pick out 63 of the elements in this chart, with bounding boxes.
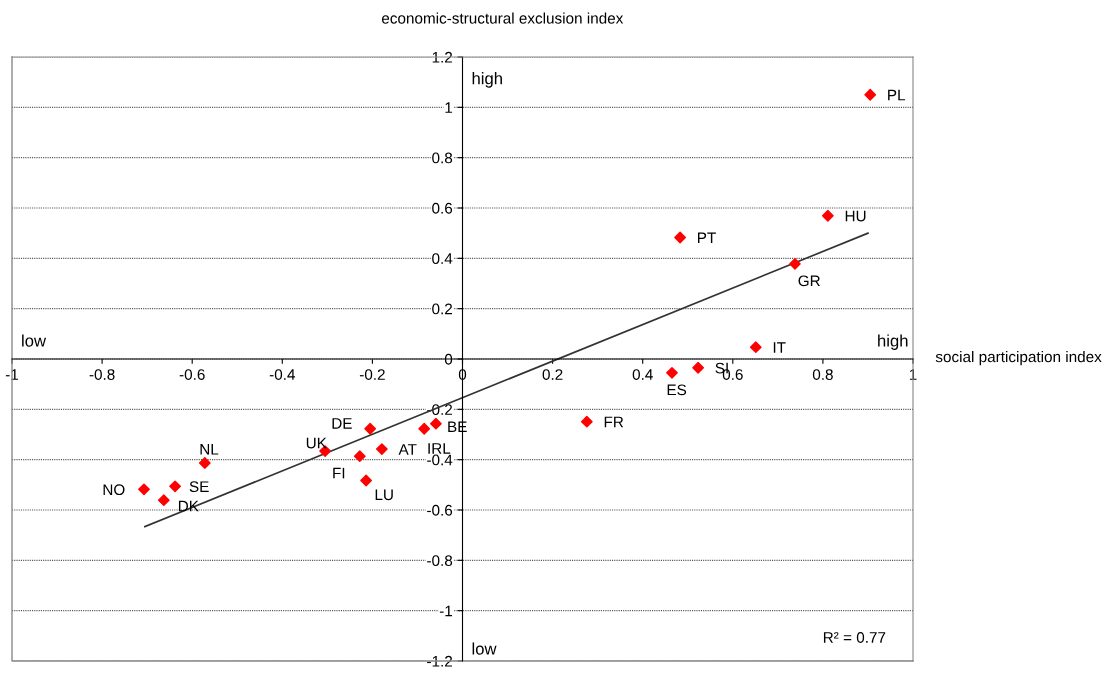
- annotation: PT: [698, 232, 716, 243]
- point: [360, 474, 372, 487]
- annotation: IRL: [428, 443, 451, 454]
- annotation: PL: [888, 89, 906, 101]
- annotation: NL: [200, 444, 219, 455]
- annotation: low: [22, 334, 47, 347]
- point: [674, 231, 686, 244]
- point: [430, 417, 442, 430]
- annotation: LU: [375, 489, 393, 501]
- point: [138, 483, 150, 496]
- x-tick-label: -0.2: [359, 369, 385, 380]
- point: [692, 361, 705, 374]
- point: [198, 457, 211, 469]
- point: [364, 422, 377, 435]
- point: [580, 415, 593, 428]
- y-axis-title: economic-structural exclusion index: [381, 12, 624, 24]
- y-tick-label: -0.6: [427, 504, 453, 516]
- annotation: DE: [332, 418, 352, 429]
- point: [375, 443, 388, 455]
- y-tick-label: 1.2: [432, 51, 453, 63]
- x-tick-label: -0.4: [269, 369, 296, 380]
- y-tick-label: 0.4: [432, 253, 453, 265]
- annotation: R² = 0.77: [823, 632, 886, 643]
- annotation: high: [878, 334, 908, 350]
- y-tick-label: -0.8: [427, 555, 453, 567]
- annotation: FR: [604, 416, 624, 428]
- x-tick-label: -0.6: [179, 369, 205, 380]
- annotation: NO: [103, 484, 125, 496]
- point: [864, 88, 877, 101]
- y-tick-label: 0.6: [432, 202, 453, 214]
- y-tick-label: -0.4: [427, 454, 453, 466]
- y-tick-label: -1: [439, 605, 453, 617]
- x-tick-label: 0.8: [812, 369, 833, 380]
- annotation: FI: [333, 467, 345, 479]
- annotation: AT: [398, 444, 417, 455]
- annotation: ES: [667, 384, 687, 396]
- annotation: low: [472, 642, 497, 655]
- point: [169, 480, 181, 493]
- y-tick-label: -1.2: [427, 655, 453, 667]
- x-tick-label: -0.8: [89, 369, 115, 380]
- x-axis-title: social participation index: [935, 351, 1102, 366]
- annotation: high: [472, 72, 502, 88]
- point: [749, 341, 762, 354]
- y-tick-label: 0.2: [432, 303, 453, 315]
- point: [821, 209, 834, 222]
- y-tick-label: 0.8: [432, 152, 453, 164]
- annotation: SE: [189, 481, 209, 493]
- annotation: UK: [306, 437, 327, 449]
- x-tick-label: -1: [5, 369, 19, 380]
- annotation: GR: [798, 275, 820, 287]
- annotation: HU: [845, 210, 866, 222]
- x-tick-label: 0.4: [632, 369, 653, 380]
- point: [666, 366, 678, 379]
- point: [789, 257, 801, 270]
- y-tick-label: 0: [444, 353, 453, 365]
- y-tick-label: 1: [445, 102, 453, 113]
- point: [157, 494, 170, 507]
- annotation: DK: [178, 500, 199, 512]
- annotation: IT: [773, 342, 786, 353]
- point: [353, 450, 366, 463]
- x-tick-label: 1: [909, 369, 917, 380]
- point: [418, 422, 431, 435]
- x-tick-label: 0.2: [542, 369, 563, 380]
